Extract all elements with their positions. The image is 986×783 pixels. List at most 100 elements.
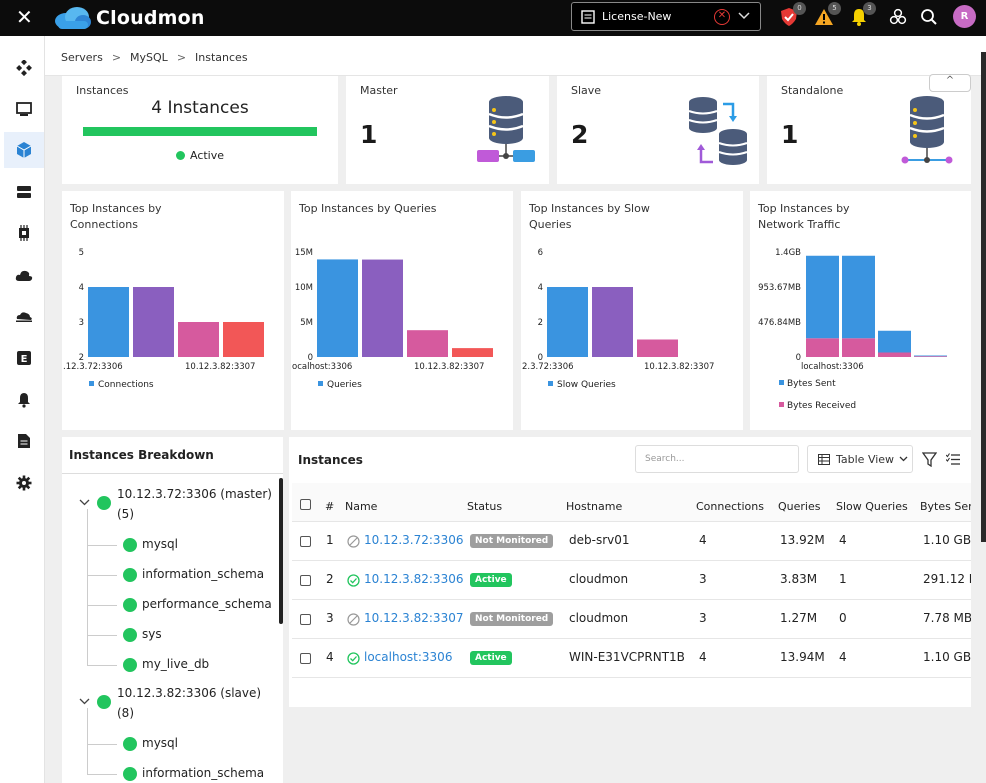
security-shield-button[interactable]: 0 [777,2,806,29]
col-header-name[interactable]: Name [345,500,378,513]
col-header-connections[interactable]: Connections [696,500,764,513]
sidebar-item-cloud-services[interactable] [4,298,44,334]
col-header-status[interactable]: Status [467,500,503,513]
col-header-bytes-sent[interactable]: Bytes Sent [920,500,971,513]
filter-icon[interactable] [922,452,937,467]
bar-localhost-3306[interactable] [317,259,358,357]
disabled-circle-icon [347,535,360,548]
tree-item-my-live-db[interactable]: my_live_db [142,657,210,671]
tree-group-count: (8) [117,706,134,720]
grid-diamond-icon [16,60,32,76]
tree-item-performance-schema[interactable]: performance_schema [142,597,272,611]
chevron-down-icon[interactable] [79,495,90,509]
breadcrumb-servers[interactable]: Servers [61,51,103,64]
tree-group-label[interactable]: 10.12.3.72:3306 (master) [117,487,272,501]
bar-localhost-3306[interactable] [592,287,633,357]
bar-localhost-3306[interactable] [133,287,174,357]
sidebar-item-settings[interactable] [4,465,44,501]
search-input[interactable]: Search... [635,445,799,473]
apps-button[interactable] [886,5,910,29]
tree-group-label[interactable]: 10.12.3.82:3306 (slave) [117,686,262,700]
search-button[interactable] [917,5,941,29]
bar-bytes-received[interactable] [842,338,875,357]
col-header-hostname[interactable]: Hostname [566,500,623,513]
bar-bytes-received[interactable] [878,352,911,358]
list-settings-icon[interactable] [946,453,960,466]
bar-bytes-sent[interactable] [806,255,839,339]
instance-link[interactable]: localhost:3306 [364,650,453,664]
close-icon[interactable]: ✕ [16,5,33,29]
breadcrumb-mysql[interactable]: MySQL [130,51,168,64]
bar-bytes-sent[interactable] [914,355,947,357]
sidebar-item-hardware[interactable] [4,215,44,251]
chevron-down-icon[interactable] [79,694,90,708]
bytes-sent-cell: 291.12 M [923,572,971,586]
instance-link[interactable]: 10.12.3.82:3307 [364,611,464,625]
divider [292,560,971,561]
bytes-sent-cell: 7.78 MB [923,611,971,625]
row-checkbox[interactable] [300,614,311,625]
notifications-button[interactable]: 3 [847,2,876,29]
scrollbar-thumb[interactable] [279,478,283,624]
svg-text:E: E [21,354,28,365]
col-header-queries[interactable]: Queries [778,500,821,513]
tree-item-mysql[interactable]: mysql [142,537,178,551]
status-dot [97,695,111,709]
sidebar-item-reports[interactable] [4,423,44,459]
sidebar-item-cloud[interactable] [4,257,44,293]
bytes-sent-cell: 1.10 GB [923,533,971,547]
bar-10-12-3-72-3306[interactable] [88,287,129,357]
sidebar-item-exchange[interactable]: E [4,340,44,376]
chevron-down-icon[interactable] [738,10,756,23]
legend-swatch [548,381,553,386]
sidebar-item-monitor[interactable] [4,91,44,127]
clear-icon[interactable]: ✕ [714,8,730,25]
bar-10-12-3-82-3307[interactable] [223,322,264,357]
chart-title: Top Instances by Queries [299,202,437,215]
tree-item-information-schema[interactable]: information_schema [142,567,265,581]
tree-item-sys[interactable]: sys [142,627,162,641]
select-all-checkbox[interactable] [300,499,311,510]
chevron-right-icon: > [176,51,187,64]
instance-link[interactable]: 10.12.3.72:3306 [364,533,464,547]
queries-cell: 13.94M [780,650,825,664]
bar-bytes-sent[interactable] [842,255,875,339]
sidebar-item-alerts[interactable] [4,382,44,418]
row-checkbox[interactable] [300,536,311,547]
warnings-button[interactable]: 5 [812,2,841,29]
hostname-cell: deb-srv01 [569,533,630,547]
bar-bytes-sent[interactable] [878,330,911,353]
y-tick-label: 476.84MB [758,318,801,328]
legend-swatch [318,381,323,386]
bar-bytes-received[interactable] [914,356,947,357]
x-tick-label: 10.12.3.82:3307 [644,362,714,372]
slave-count: 2 [571,120,589,149]
y-tick-label: 3 [79,318,84,328]
collapse-button[interactable]: ^ [929,74,971,92]
bar-10-12-3-82-3306[interactable] [407,330,448,357]
page-scrollbar[interactable] [981,52,986,542]
bar-10-12-3-82-3306[interactable] [637,339,678,358]
row-checkbox[interactable] [300,575,311,586]
instances-breakdown-panel: Instances Breakdown 10.12.3.72:3306 (mas… [62,437,283,783]
col-header-slow-queries[interactable]: Slow Queries [836,500,908,513]
bar-10-12-3-72-3306[interactable] [547,287,588,357]
sidebar-item-dashboard[interactable] [4,50,44,86]
sidebar-item-servers[interactable] [4,174,44,210]
tree-item-information-schema[interactable]: information_schema [142,766,265,780]
bar-bytes-received[interactable] [806,338,839,357]
bar-10-12-3-82-3306[interactable] [178,322,219,357]
status-dot [97,496,111,510]
license-icon [580,9,596,25]
view-selector[interactable]: Table View [807,445,913,473]
license-selector[interactable]: License-New ✕ [571,2,761,31]
user-avatar[interactable]: R [953,5,976,28]
shield-icon [781,8,797,26]
sidebar-item-databases[interactable] [4,132,44,168]
row-checkbox[interactable] [300,653,311,664]
col-header-num[interactable]: # [325,500,335,513]
bar-10-12-3-72-3306[interactable] [362,259,403,357]
instance-link[interactable]: 10.12.3.82:3306 [364,572,464,586]
bar-10-12-3-82-3307[interactable] [452,348,493,357]
tree-item-mysql[interactable]: mysql [142,736,178,750]
